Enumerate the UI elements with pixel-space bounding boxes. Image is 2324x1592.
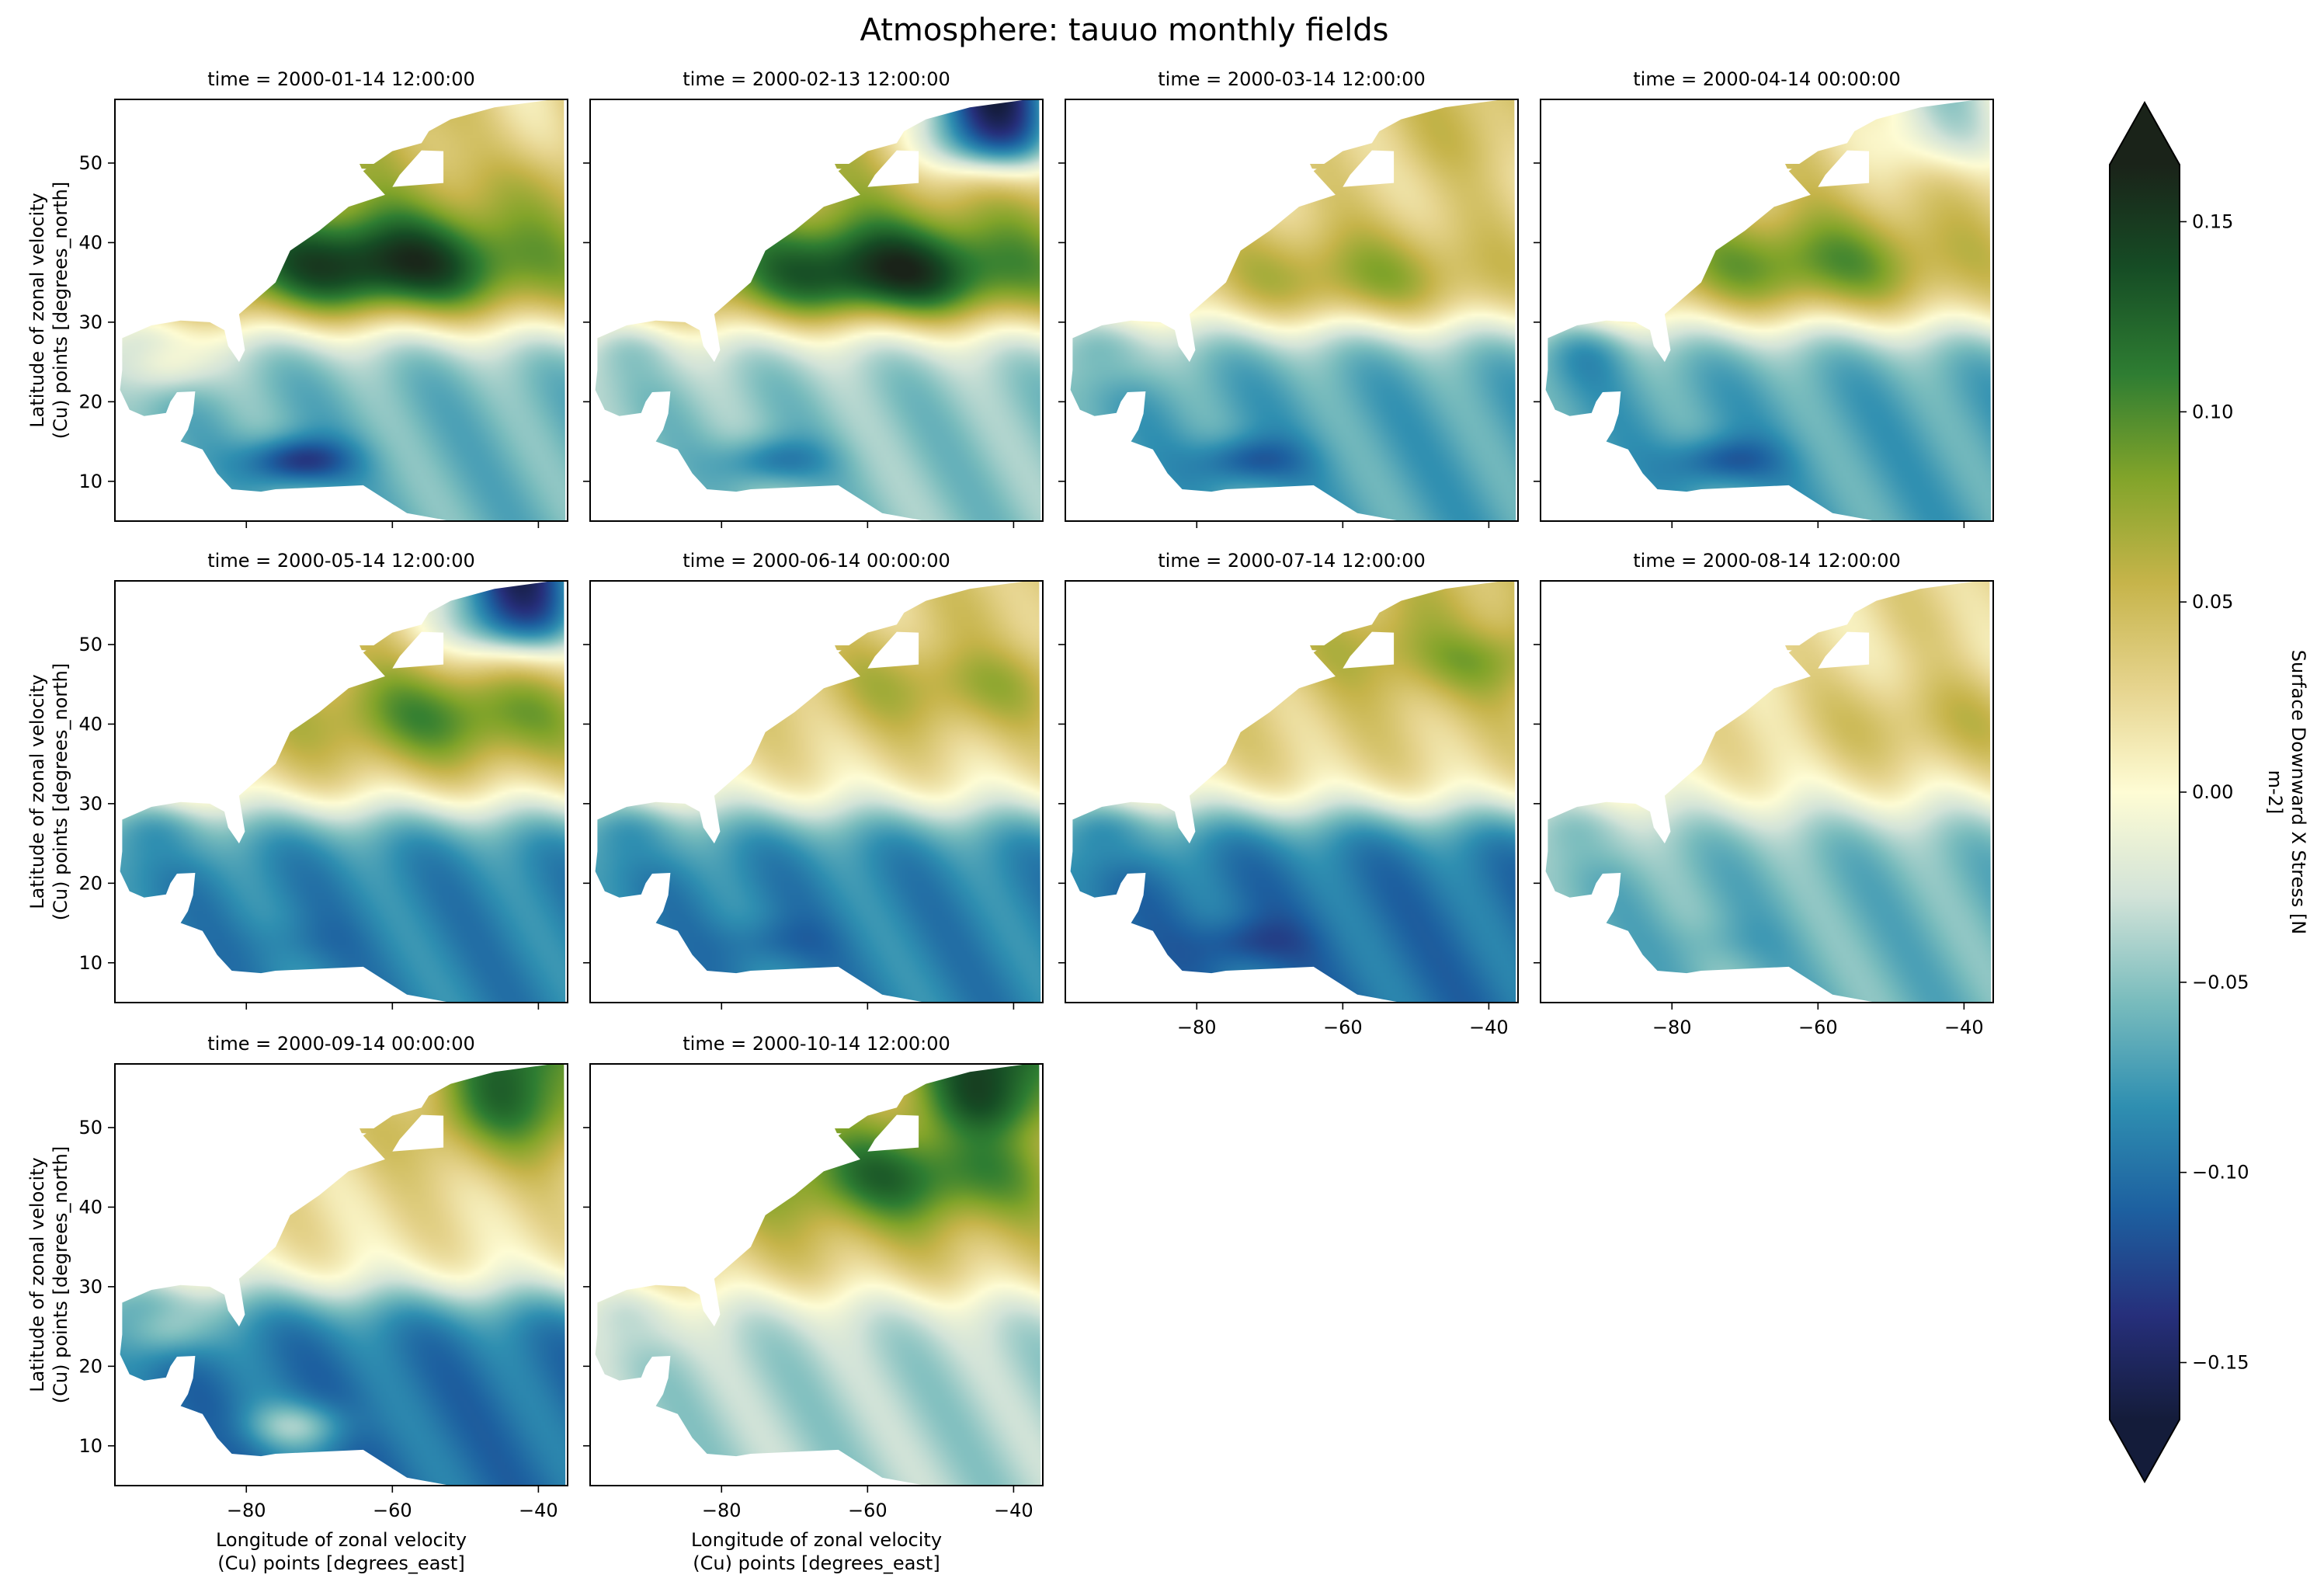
y-tick-label: 10: [78, 1435, 102, 1457]
y-tick-label: 20: [78, 1355, 102, 1377]
x-tick-label: −40: [1944, 1017, 1984, 1038]
x-tick-label: −60: [373, 1500, 412, 1521]
colorbar-tick-label: −0.05: [2192, 972, 2249, 993]
axes-frame: [589, 99, 1044, 522]
y-axis-label: Latitude of zonal velocity(Cu) points [d…: [26, 663, 71, 920]
tauuo-field: [120, 1064, 566, 1486]
y-tick-label: 50: [78, 1117, 102, 1138]
tauuo-field: [595, 1064, 1041, 1486]
tauuo-field: [595, 581, 1041, 1003]
y-tick-label: 30: [78, 793, 102, 815]
y-tick-label: 50: [78, 152, 102, 174]
colorbar-outline: [2109, 100, 2180, 1484]
x-tick-label: −40: [994, 1500, 1033, 1521]
colorbar-tick-label: 0.00: [2192, 781, 2233, 803]
colorbar-extend-min: [2110, 1420, 2180, 1482]
y-tick-label: 40: [78, 713, 102, 735]
panel: time = 2000-01-14 12:00:00 10 20 30 40 50 Lati…: [26, 68, 568, 528]
tauuo-field: [120, 99, 566, 521]
axes-frame: [1540, 580, 1994, 1003]
panel: time = 2000-07-14 12:00:00 −80 −60 −40: [1058, 550, 1519, 1038]
x-axis-label: Longitude of zonal velocity (Cu) points […: [216, 1529, 467, 1574]
panel-title: time = 2000-03-14 12:00:00: [1158, 68, 1425, 90]
panel-title: time = 2000-08-14 12:00:00: [1633, 550, 1900, 572]
panel-title: time = 2000-05-14 12:00:00: [207, 550, 474, 572]
panel-title: time = 2000-09-14 00:00:00: [207, 1033, 474, 1055]
panel-title: time = 2000-04-14 00:00:00: [1633, 68, 1900, 90]
tauuo-field: [120, 581, 566, 1003]
x-tick-label: −40: [519, 1500, 558, 1521]
panel: time = 2000-04-14 00:00:00: [1534, 68, 1994, 528]
axes-frame: [589, 1063, 1044, 1486]
axes-frame: [1065, 580, 1519, 1003]
figure-title: Atmosphere: tauuo monthly fields: [860, 12, 1389, 48]
y-axis-label: Latitude of zonal velocity(Cu) points [d…: [26, 182, 71, 439]
panel: time = 2000-10-14 12:00:00 −80 −60 −40 Longi…: [583, 1033, 1044, 1574]
colorbar-tick-label: 0.05: [2192, 591, 2233, 613]
axes-frame: [114, 99, 568, 522]
tauuo-field: [1545, 99, 1992, 521]
colorbar: −0.15 −0.10 −0.05 0.00 0.05 0.10 0.15 Surface D…: [2109, 100, 2309, 1484]
tauuo-field: [1070, 99, 1516, 521]
panel-title: time = 2000-02-13 12:00:00: [683, 68, 950, 90]
y-tick-label: 50: [78, 634, 102, 655]
colorbar-tick-label: 0.10: [2192, 401, 2233, 422]
x-tick-label: −60: [1323, 1017, 1363, 1038]
colorbar-extend-max: [2110, 103, 2180, 165]
colorbar-tick-label: −0.10: [2192, 1162, 2249, 1184]
y-tick-label: 30: [78, 1276, 102, 1298]
x-tick-label: −80: [1177, 1017, 1217, 1038]
x-axis-label: Longitude of zonal velocity (Cu) points […: [691, 1529, 942, 1574]
colorbar-tick-label: 0.15: [2192, 210, 2233, 232]
y-tick-label: 20: [78, 872, 102, 894]
panel: time = 2000-02-13 12:00:00: [583, 68, 1044, 528]
x-tick-label: −60: [848, 1500, 888, 1521]
axes-frame: [1540, 99, 1994, 522]
x-tick-label: −80: [702, 1500, 742, 1521]
panel: time = 2000-05-14 12:00:00 10 20 30 40 50 Lati…: [26, 550, 568, 1010]
y-axis-label: Latitude of zonal velocity(Cu) points [d…: [26, 1146, 71, 1403]
axes-frame: [1065, 99, 1519, 522]
panel-title: time = 2000-07-14 12:00:00: [1158, 550, 1425, 572]
panel-title: time = 2000-10-14 12:00:00: [683, 1033, 950, 1055]
y-tick-label: 10: [78, 471, 102, 492]
panel-title: time = 2000-06-14 00:00:00: [683, 550, 950, 572]
x-tick-label: −40: [1469, 1017, 1509, 1038]
panel: time = 2000-09-14 00:00:00 10 20 30 40 50 −80 −…: [26, 1033, 568, 1574]
y-tick-label: 30: [78, 311, 102, 333]
tauuo-field: [1545, 581, 1992, 1003]
y-tick-label: 40: [78, 1196, 102, 1218]
axes-frame: [114, 580, 568, 1003]
y-tick-label: 10: [78, 952, 102, 974]
panel-grid: time = 2000-01-14 12:00:00 10 20 30 40 50 Lati…: [26, 68, 1994, 1574]
panel: time = 2000-08-14 12:00:00 −80 −60 −40: [1534, 550, 1994, 1038]
panel-title: time = 2000-01-14 12:00:00: [207, 68, 474, 90]
y-tick-label: 20: [78, 391, 102, 412]
axes-frame: [589, 580, 1044, 1003]
tauuo-field: [1070, 581, 1516, 1003]
panel: time = 2000-06-14 00:00:00: [583, 550, 1044, 1010]
x-tick-label: −80: [227, 1500, 266, 1521]
x-tick-label: −60: [1798, 1017, 1838, 1038]
colorbar-gradient: [2110, 165, 2180, 1420]
x-tick-label: −80: [1652, 1017, 1692, 1038]
tauuo-field: [595, 99, 1041, 521]
axes-frame: [114, 1063, 568, 1486]
colorbar-label: Surface Downward X Stress [Nm-2]: [2264, 650, 2309, 934]
panel: time = 2000-03-14 12:00:00: [1058, 68, 1519, 528]
y-tick-label: 40: [78, 231, 102, 253]
colorbar-tick-label: −0.15: [2192, 1352, 2249, 1374]
